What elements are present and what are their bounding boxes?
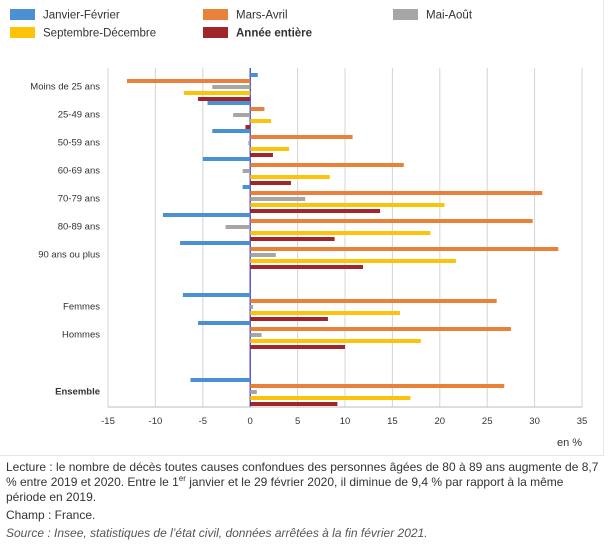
champ-note: Champ : France. bbox=[6, 508, 96, 522]
bar-80-89-ans-janvier-fevrier bbox=[162, 213, 251, 217]
legend-label-mai-aout: Mai-Août bbox=[426, 10, 473, 22]
bar-90-ans-ou-plus-septembre-decembre bbox=[250, 259, 456, 263]
bar-60-69-ans-mars-avril bbox=[250, 163, 404, 167]
bar-ensemble-septembre-decembre bbox=[250, 396, 411, 400]
x-tick-label: 30 bbox=[529, 416, 540, 427]
bar-80-89-ans-annee-entiere bbox=[250, 237, 335, 241]
bar-70-79-ans-annee-entiere bbox=[250, 209, 381, 213]
x-tick-label: -5 bbox=[199, 416, 207, 427]
x-tick-label: 15 bbox=[387, 416, 398, 427]
bar-moins-de-25-ans-septembre-decembre bbox=[183, 91, 251, 95]
bar-50-59-ans-annee-entiere bbox=[250, 153, 273, 157]
bar-80-89-ans-septembre-decembre bbox=[250, 231, 431, 235]
bar-ensemble-mars-avril bbox=[250, 384, 505, 388]
x-tick-label: -15 bbox=[101, 416, 115, 427]
category-labels: Moins de 25 ans 25-49 ans 50-59 ans 60-69 a… bbox=[30, 82, 100, 398]
bar-80-89-ans-mai-aout bbox=[225, 225, 251, 229]
bar-50-59-ans-mars-avril bbox=[250, 135, 353, 139]
bar-60-69-ans-janvier-fevrier bbox=[202, 157, 251, 161]
category-label-70-79-ans: 70-79 ans bbox=[58, 194, 101, 205]
x-axis: -15 -10 -5 0 5 10 15 20 25 30 35 bbox=[101, 406, 588, 427]
legend-swatch-mai-aout bbox=[393, 9, 418, 20]
legend-swatch-mars-avril bbox=[203, 9, 228, 20]
bar-90-ans-ou-plus-mai-aout bbox=[250, 253, 276, 257]
category-label-25-49-ans: 25-49 ans bbox=[58, 110, 101, 121]
x-tick-label: 35 bbox=[577, 416, 588, 427]
bar-50-59-ans-janvier-fevrier bbox=[212, 129, 251, 133]
bar-90-ans-ou-plus-mars-avril bbox=[250, 247, 559, 251]
bar-hommes-janvier-fevrier bbox=[198, 321, 251, 325]
bars bbox=[126, 73, 559, 406]
bar-ensemble-janvier-fevrier bbox=[190, 378, 251, 382]
x-tick-label: 20 bbox=[435, 416, 446, 427]
bar-90-ans-ou-plus-annee-entiere bbox=[250, 265, 364, 269]
legend-label-annee-entiere: Année entière bbox=[236, 28, 312, 40]
bar-70-79-ans-janvier-fevrier bbox=[242, 185, 251, 189]
x-tick-label: 10 bbox=[340, 416, 351, 427]
legend-label-mars-avril: Mars-Avril bbox=[236, 10, 288, 22]
bar-moins-de-25-ans-mars-avril bbox=[126, 79, 251, 83]
legend-label-septembre-decembre: Septembre-Décembre bbox=[43, 28, 156, 40]
bar-70-79-ans-septembre-decembre bbox=[250, 203, 445, 207]
category-label-moins-de-25-ans: Moins de 25 ans bbox=[30, 82, 100, 93]
bar-femmes-janvier-fevrier bbox=[182, 293, 251, 297]
bar-25-49-ans-annee-entiere bbox=[245, 125, 251, 129]
bar-25-49-ans-janvier-fevrier bbox=[207, 101, 251, 105]
bar-90-ans-ou-plus-janvier-fevrier bbox=[180, 241, 251, 245]
legend-swatch-janvier-fevrier bbox=[10, 9, 35, 20]
category-label-hommes: Hommes bbox=[62, 330, 100, 341]
chart-notes: Lecture : le nombre de décès toutes caus… bbox=[6, 460, 604, 541]
bar-femmes-annee-entiere bbox=[250, 317, 328, 321]
category-label-50-59-ans: 50-59 ans bbox=[58, 138, 101, 149]
bar-25-49-ans-septembre-decembre bbox=[250, 119, 272, 123]
bar-70-79-ans-mars-avril bbox=[250, 191, 543, 195]
bar-chart: Janvier-Février Mars-Avril Mai-Août Septemb… bbox=[10, 9, 588, 449]
bar-hommes-septembre-decembre bbox=[250, 339, 421, 343]
bar-70-79-ans-mai-aout bbox=[250, 197, 306, 201]
bar-60-69-ans-septembre-decembre bbox=[250, 175, 330, 179]
bar-hommes-annee-entiere bbox=[250, 345, 345, 349]
bar-25-49-ans-mars-avril bbox=[250, 107, 265, 111]
bar-moins-de-25-ans-janvier-fevrier bbox=[250, 73, 258, 77]
legend-swatch-annee-entiere bbox=[203, 27, 228, 38]
source-note: Source : Insee, statistiques de l’état c… bbox=[6, 526, 428, 540]
category-label-60-69-ans: 60-69 ans bbox=[58, 166, 101, 177]
bar-80-89-ans-mars-avril bbox=[250, 219, 533, 223]
category-label-90-ans-ou-plus: 90 ans ou plus bbox=[38, 250, 100, 261]
category-label-ensemble: Ensemble bbox=[55, 387, 100, 398]
bar-25-49-ans-mai-aout bbox=[233, 113, 251, 117]
legend: Janvier-Février Mars-Avril Mai-Août Septemb… bbox=[10, 9, 473, 40]
bar-hommes-mai-aout bbox=[250, 333, 262, 337]
category-label-femmes: Femmes bbox=[63, 302, 100, 313]
bar-ensemble-annee-entiere bbox=[250, 402, 338, 406]
unit-label: en % bbox=[557, 437, 582, 449]
chart-panel: Janvier-Février Mars-Avril Mai-Août Septemb… bbox=[0, 0, 604, 456]
category-label-80-89-ans: 80-89 ans bbox=[58, 222, 101, 233]
legend-label-janvier-fevrier: Janvier-Février bbox=[43, 10, 120, 22]
bar-hommes-mars-avril bbox=[250, 327, 511, 331]
x-tick-label: 0 bbox=[248, 416, 253, 427]
bar-60-69-ans-mai-aout bbox=[242, 169, 251, 173]
bar-50-59-ans-septembre-decembre bbox=[250, 147, 290, 151]
bar-moins-de-25-ans-annee-entiere bbox=[198, 97, 251, 101]
bar-femmes-mai-aout bbox=[250, 305, 254, 309]
x-tick-label: 25 bbox=[482, 416, 493, 427]
grid-lines bbox=[107, 68, 583, 407]
x-tick-label: 5 bbox=[295, 416, 300, 427]
bar-femmes-septembre-decembre bbox=[250, 311, 400, 315]
bar-femmes-mars-avril bbox=[250, 299, 497, 303]
bar-60-69-ans-annee-entiere bbox=[250, 181, 291, 185]
bar-ensemble-mai-aout bbox=[250, 390, 257, 394]
bar-50-59-ans-mai-aout bbox=[248, 141, 251, 145]
bar-moins-de-25-ans-mai-aout bbox=[212, 85, 251, 89]
legend-swatch-septembre-decembre bbox=[10, 27, 35, 38]
lecture-note: Lecture : le nombre de décès toutes caus… bbox=[6, 460, 599, 504]
x-tick-label: -10 bbox=[149, 416, 163, 427]
